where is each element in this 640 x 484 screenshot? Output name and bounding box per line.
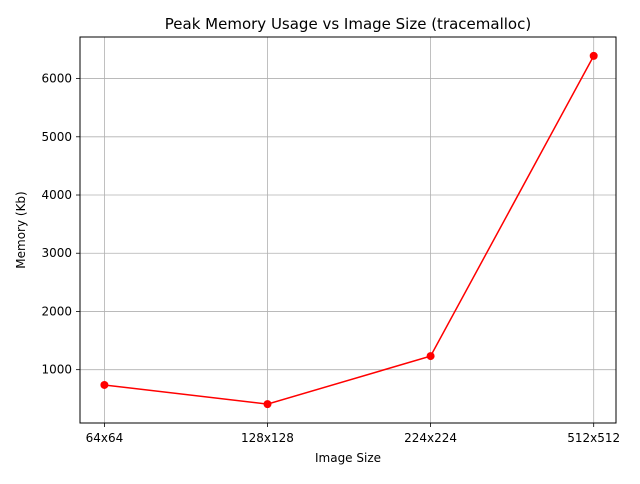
y-tick-label: 1000 [41,363,72,377]
y-tick-label: 6000 [41,72,72,86]
grid-lines [80,37,616,423]
y-tick-label: 2000 [41,304,72,318]
chart-title: Peak Memory Usage vs Image Size (tracema… [165,15,531,33]
y-tick-label: 3000 [41,246,72,260]
x-tick-label: 512x512 [567,431,620,445]
x-axis-label: Image Size [315,451,381,465]
y-axis-ticks: 1000 2000 3000 4000 5000 6000 [41,72,80,377]
data-point-marker [263,400,272,409]
x-tick-label: 224x224 [404,431,457,445]
data-point-marker [426,352,435,361]
data-point-marker [100,380,109,389]
series-layer [100,51,598,409]
x-tick-label: 128x128 [241,431,294,445]
plot-area-frame [79,36,617,424]
y-axis-label: Memory (Kb) [14,191,28,268]
y-tick-label: 4000 [41,188,72,202]
y-tick-label: 5000 [41,130,72,144]
memory-series-line [104,55,595,405]
x-axis-ticks: 64x64 128x128 224x224 512x512 [86,423,620,445]
data-point-marker [589,51,598,60]
x-tick-label: 64x64 [86,431,124,445]
